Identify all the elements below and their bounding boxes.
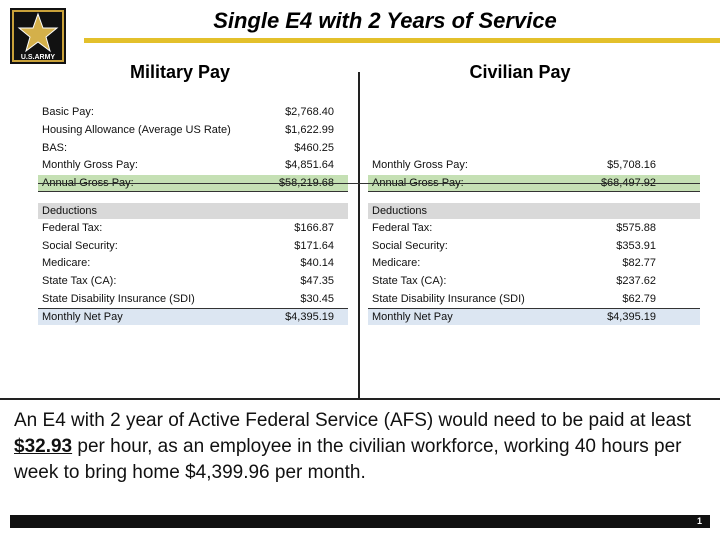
deduction-row: Federal Tax: $166.87: [38, 220, 348, 236]
deductions-header: Deductions: [38, 203, 348, 219]
row-label: Social Security:: [42, 239, 118, 252]
pay-row: Monthly Gross Pay: $4,851.64: [38, 157, 348, 173]
row-label: BAS:: [42, 141, 68, 154]
title-rule: [84, 38, 720, 43]
summary: An E4 with 2 year of Active Federal Serv…: [14, 408, 714, 486]
row-value: $4,395.19: [607, 311, 656, 323]
pay-row: Housing Allowance (Average US Rate) $1,62…: [38, 122, 348, 138]
deduction-row: Social Security: $353.91: [368, 238, 700, 254]
row-value: $353.91: [616, 239, 656, 252]
deduction-row: State Disability Insurance (SDI) $30.45: [38, 291, 348, 307]
deduction-row: Medicare: $40.14: [38, 255, 348, 271]
hourly-rate: $32.93: [14, 436, 73, 457]
row-value: $5,708.16: [607, 159, 656, 172]
row-value: $2,768.40: [285, 106, 334, 119]
row-value: $575.88: [616, 222, 656, 234]
deduction-row: State Tax (CA): $237.62: [368, 273, 700, 289]
deduction-row: State Disability Insurance (SDI) $62.79: [368, 291, 700, 307]
row-value: $4,395.19: [285, 311, 334, 323]
row-value: $62.79: [622, 292, 656, 305]
row-label: Federal Tax:: [372, 222, 433, 234]
pay-row: BAS: $460.25: [38, 140, 348, 156]
army-logo: U.S.ARMY: [10, 8, 66, 64]
civilian-heading: Civilian Pay: [469, 62, 571, 82]
row-label: Monthly Net Pay: [42, 311, 123, 323]
row-value: $1,622.99: [285, 123, 334, 136]
section-divider: [0, 398, 720, 400]
column-divider: [358, 72, 360, 398]
summary-text: An E4 with 2 year of Active Federal Serv…: [14, 410, 691, 431]
deduction-row: Social Security: $171.64: [38, 238, 348, 254]
row-value: $82.77: [622, 257, 656, 270]
row-label: Monthly Gross Pay:: [42, 159, 138, 172]
row-label: Medicare:: [42, 257, 91, 270]
row-value: $30.45: [300, 292, 334, 305]
row-label: State Disability Insurance (SDI): [372, 292, 525, 305]
row-label: Monthly Net Pay: [372, 311, 453, 323]
row-label: Federal Tax:: [42, 222, 103, 234]
row-label: Deductions: [42, 205, 98, 217]
row-label: State Disability Insurance (SDI): [42, 292, 195, 305]
row-rule: [38, 183, 700, 184]
row-label: State Tax (CA):: [372, 275, 447, 288]
row-value: $237.62: [616, 275, 656, 288]
pay-row: Basic Pay: $2,768.40: [38, 104, 348, 120]
row-label: Social Security:: [372, 239, 448, 252]
deduction-row: Federal Tax: $575.88: [368, 220, 700, 236]
net-pay-row: Monthly Net Pay $4,395.19: [368, 308, 700, 325]
military-heading: Military Pay: [129, 62, 231, 82]
row-label: Deductions: [372, 205, 428, 217]
row-value: $166.87: [294, 222, 334, 234]
logo-text: U.S.ARMY: [21, 54, 56, 61]
row-label: State Tax (CA):: [42, 275, 117, 288]
page-number: 1: [696, 516, 702, 526]
row-value: $40.14: [300, 257, 334, 270]
summary-text: per hour, as an employee in the civilian…: [14, 436, 682, 483]
footer-bar: 1: [10, 515, 710, 528]
row-label: Housing Allowance (Average US Rate): [42, 123, 231, 136]
deduction-row: State Tax (CA): $47.35: [38, 273, 348, 289]
title: Single E4 with 2 Years of Service: [213, 8, 557, 33]
row-label: Medicare:: [372, 257, 421, 270]
row-value: $4,851.64: [285, 159, 334, 172]
row-label: Basic Pay:: [42, 106, 94, 119]
net-pay-row: Monthly Net Pay $4,395.19: [38, 308, 348, 325]
row-label: Monthly Gross Pay:: [372, 159, 468, 172]
row-value: $171.64: [294, 239, 334, 252]
pay-row: Monthly Gross Pay: $5,708.16: [368, 157, 700, 173]
row-value: $47.35: [300, 275, 334, 288]
row-value: $460.25: [294, 141, 334, 154]
deductions-header: Deductions: [368, 203, 700, 219]
deduction-row: Medicare: $82.77: [368, 255, 700, 271]
